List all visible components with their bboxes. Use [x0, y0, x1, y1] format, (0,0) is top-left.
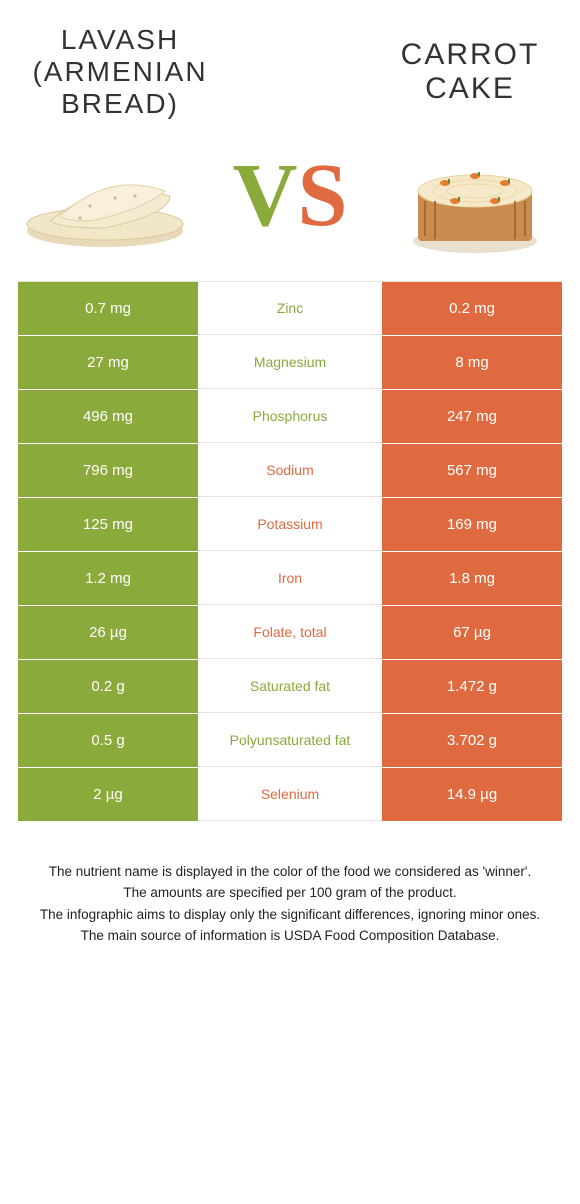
table-row: 796 mgSodium567 mg [18, 444, 562, 498]
title-right: CARROT CAKE [380, 38, 560, 107]
left-value: 0.5 g [18, 714, 198, 767]
nutrient-name: Polyunsaturated fat [198, 714, 382, 767]
footnote-line: The nutrient name is displayed in the co… [28, 862, 552, 882]
right-value: 8 mg [382, 336, 562, 389]
title-left: LAVASH (ARMENIAN BREAD) [20, 24, 220, 121]
left-value: 125 mg [18, 498, 198, 551]
right-value: 3.702 g [382, 714, 562, 767]
header: LAVASH (ARMENIAN BREAD) CARROT CAKE [0, 0, 580, 131]
left-value: 0.2 g [18, 660, 198, 713]
left-value: 1.2 mg [18, 552, 198, 605]
nutrient-name: Zinc [198, 282, 382, 335]
vs-v: V [232, 144, 297, 247]
right-value: 67 µg [382, 606, 562, 659]
nutrient-table: 0.7 mgZinc0.2 mg27 mgMagnesium8 mg496 mg… [18, 281, 562, 822]
carrot-cake-image [390, 131, 560, 261]
nutrient-name: Folate, total [198, 606, 382, 659]
left-value: 796 mg [18, 444, 198, 497]
nutrient-name: Potassium [198, 498, 382, 551]
right-value: 0.2 mg [382, 282, 562, 335]
right-value: 567 mg [382, 444, 562, 497]
table-row: 0.5 gPolyunsaturated fat3.702 g [18, 714, 562, 768]
table-row: 0.2 gSaturated fat1.472 g [18, 660, 562, 714]
left-value: 27 mg [18, 336, 198, 389]
table-row: 2 µgSelenium14.9 µg [18, 768, 562, 822]
table-row: 125 mgPotassium169 mg [18, 498, 562, 552]
nutrient-name: Magnesium [198, 336, 382, 389]
table-row: 496 mgPhosphorus247 mg [18, 390, 562, 444]
nutrient-name: Selenium [198, 768, 382, 821]
left-value: 496 mg [18, 390, 198, 443]
table-row: 27 mgMagnesium8 mg [18, 336, 562, 390]
nutrient-name: Saturated fat [198, 660, 382, 713]
vs-label: VS [232, 144, 347, 247]
vs-s: S [297, 144, 347, 247]
table-row: 0.7 mgZinc0.2 mg [18, 282, 562, 336]
table-row: 1.2 mgIron1.8 mg [18, 552, 562, 606]
footnote-line: The main source of information is USDA F… [28, 926, 552, 946]
nutrient-name: Phosphorus [198, 390, 382, 443]
left-value: 26 µg [18, 606, 198, 659]
right-value: 247 mg [382, 390, 562, 443]
lavash-image [20, 131, 190, 261]
right-value: 169 mg [382, 498, 562, 551]
footnote-line: The amounts are specified per 100 gram o… [28, 883, 552, 903]
right-value: 1.8 mg [382, 552, 562, 605]
nutrient-name: Sodium [198, 444, 382, 497]
left-value: 2 µg [18, 768, 198, 821]
images-row: VS [0, 131, 580, 281]
right-value: 14.9 µg [382, 768, 562, 821]
footnotes: The nutrient name is displayed in the co… [0, 822, 580, 988]
footnote-line: The infographic aims to display only the… [28, 905, 552, 925]
left-value: 0.7 mg [18, 282, 198, 335]
right-value: 1.472 g [382, 660, 562, 713]
table-row: 26 µgFolate, total67 µg [18, 606, 562, 660]
nutrient-name: Iron [198, 552, 382, 605]
